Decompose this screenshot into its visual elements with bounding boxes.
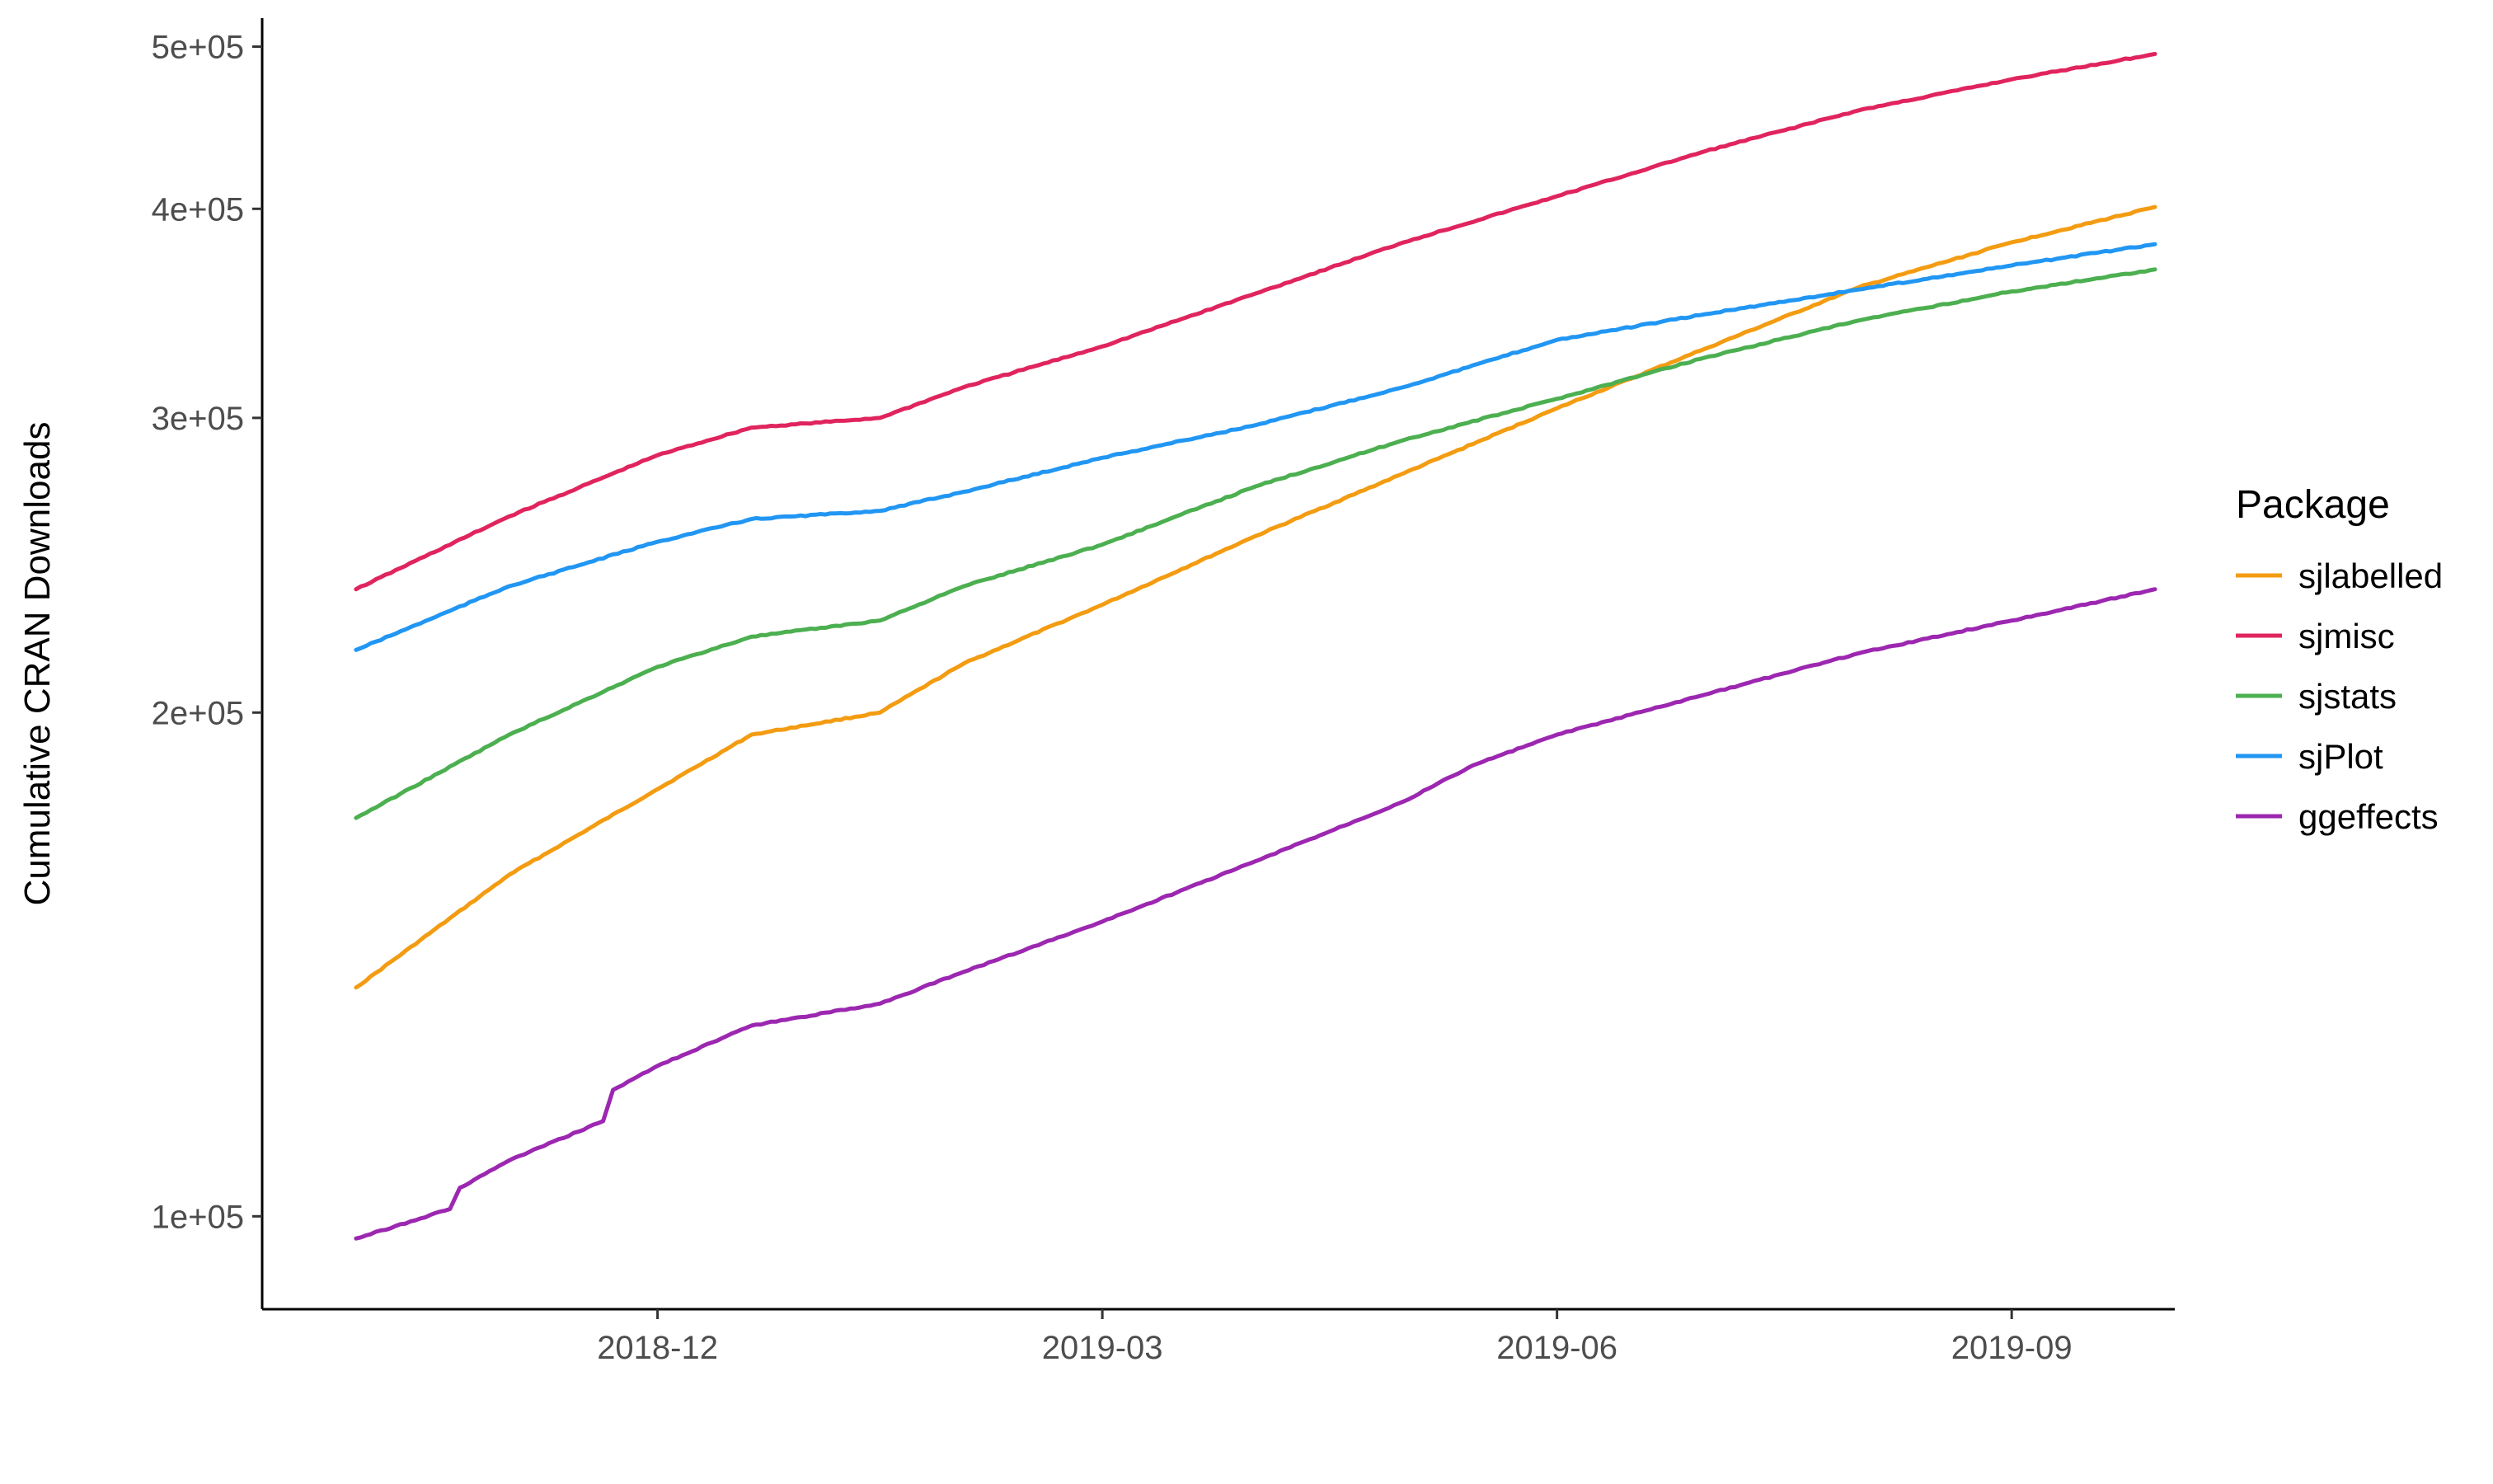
legend-items: sjlabelled sjmisc sjstats sjPlot ggeffects — [2236, 556, 2443, 836]
x-tick-label-3: 2019-09 — [1951, 1330, 2073, 1366]
plot-area: 1e+05 2e+05 3e+05 4e+05 5e+05 2018-12 2019-03… — [152, 18, 2175, 1366]
y-axis-ticks: 1e+05 2e+05 3e+05 4e+05 5e+05 — [152, 30, 262, 1235]
y-tick-label-1: 2e+05 — [152, 695, 244, 731]
series-line-sjlabelled — [354, 204, 2157, 990]
legend-title: Package — [2236, 483, 2390, 527]
y-axis-title: Cumulative CRAN Downloads — [17, 422, 58, 906]
legend-label-sjstats: sjstats — [2298, 677, 2397, 716]
x-tick-label-2: 2019-06 — [1496, 1330, 1617, 1366]
legend-label-sjlabelled: sjlabelled — [2298, 556, 2443, 595]
series-line-sjPlot — [354, 242, 2157, 652]
legend-label-ggeffects: ggeffects — [2298, 797, 2439, 836]
y-tick-label-4: 5e+05 — [152, 30, 244, 66]
series-line-sjmisc — [354, 51, 2157, 592]
series-layer — [354, 51, 2157, 1241]
series-line-sjstats — [354, 267, 2157, 820]
y-tick-label-3: 4e+05 — [152, 191, 244, 228]
legend-label-sjPlot: sjPlot — [2298, 737, 2383, 776]
x-tick-label-0: 2018-12 — [597, 1330, 718, 1366]
series-line-ggeffects — [354, 587, 2157, 1241]
x-axis-ticks: 2018-12 2019-03 2019-06 2019-09 — [597, 1309, 2073, 1366]
y-tick-label-2: 3e+05 — [152, 401, 244, 437]
y-tick-label-0: 1e+05 — [152, 1199, 244, 1235]
legend-label-sjmisc: sjmisc — [2298, 617, 2395, 655]
x-tick-label-1: 2019-03 — [1042, 1330, 1163, 1366]
legend: Package sjlabelled sjmisc sjstats sjPlot gge… — [2236, 483, 2443, 836]
